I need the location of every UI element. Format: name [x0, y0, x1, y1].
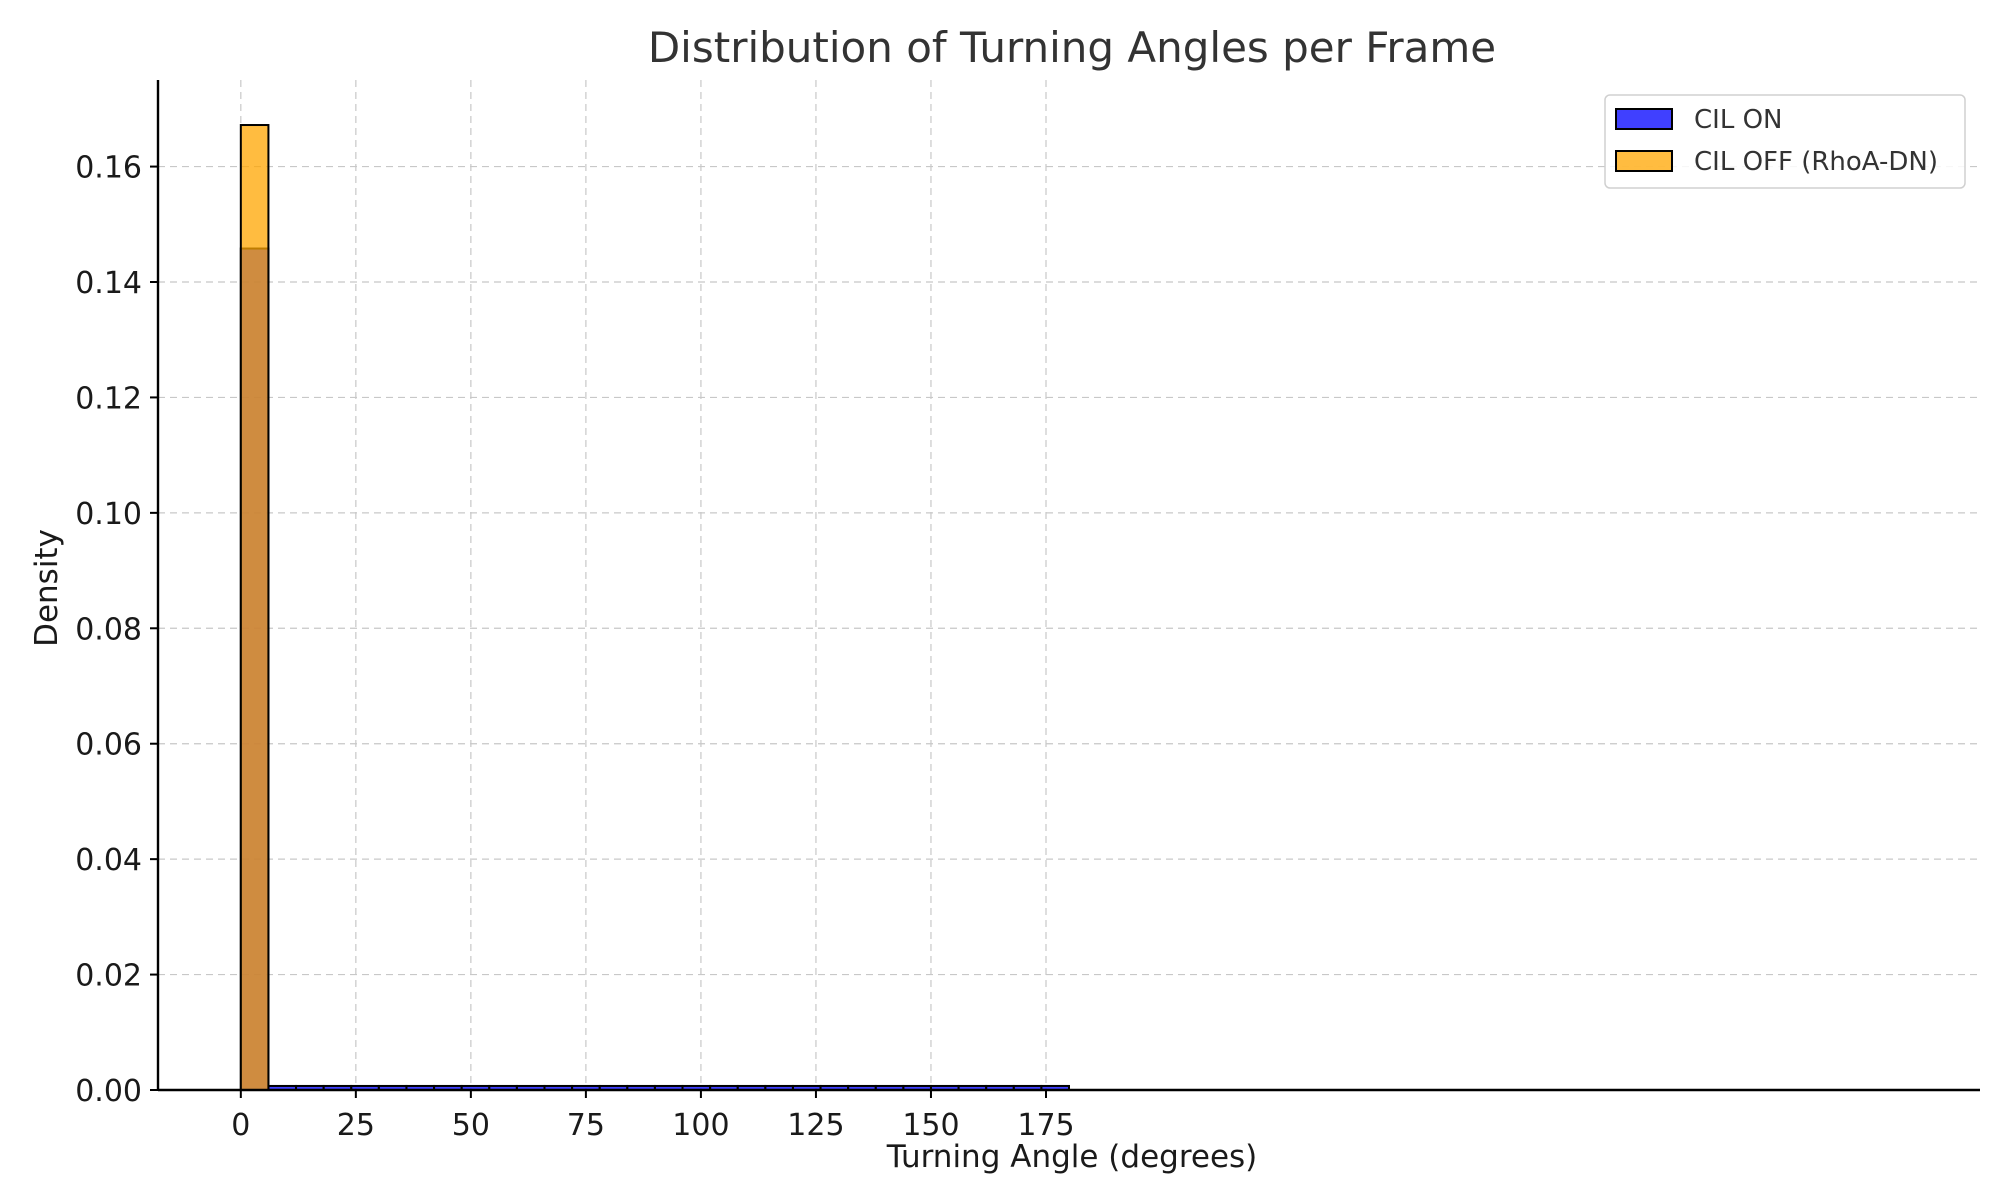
y-tick-label: 0.16: [75, 151, 142, 186]
x-tick-label: 150: [902, 1108, 959, 1143]
x-tick-label: 175: [1017, 1108, 1074, 1143]
legend-swatch-cil-off: [1615, 150, 1673, 172]
y-tick-label: 0.02: [75, 959, 142, 994]
chart-title: Distribution of Turning Angles per Frame: [648, 23, 1496, 72]
histogram-bar-cil-off-rhoa-dn: [239, 124, 270, 1091]
legend-swatch-cil-on: [1615, 108, 1673, 130]
y-tick-label: 0.08: [75, 612, 142, 647]
x-tick-label: 50: [452, 1108, 490, 1143]
y-tick-label: 0.06: [75, 728, 142, 763]
legend: CIL ON CIL OFF (RhoA-DN): [1604, 94, 1966, 189]
spines-layer: [156, 80, 1980, 1092]
y-tick-label: 0.04: [75, 843, 142, 878]
x-tick-label: 25: [337, 1108, 375, 1143]
y-tick-label: 0.00: [75, 1074, 142, 1109]
legend-frame: [1604, 94, 1966, 189]
bars-layer: [239, 124, 1070, 1092]
x-tick-label: 75: [567, 1108, 605, 1143]
x-tick-label: 0: [231, 1108, 250, 1143]
grid-layer: [158, 80, 1980, 1091]
y-tick-label: 0.14: [75, 266, 142, 301]
y-tick-label: 0.10: [75, 497, 142, 532]
ticks-layer: 0 25 50 75 100 125 150 175 0.00 0.02 0.04 0.06 0.08 0…: [75, 151, 1074, 1143]
x-tick-label: 125: [787, 1108, 844, 1143]
legend-label-cil-off: CIL OFF (RhoA-DN): [1694, 147, 1938, 177]
legend-label-cil-on: CIL ON: [1694, 105, 1783, 135]
x-tick-label: 100: [672, 1108, 729, 1143]
x-axis-label: Turning Angle (degrees): [886, 1139, 1258, 1175]
y-tick-label: 0.12: [75, 381, 142, 416]
y-axis-label: Density: [29, 529, 65, 647]
